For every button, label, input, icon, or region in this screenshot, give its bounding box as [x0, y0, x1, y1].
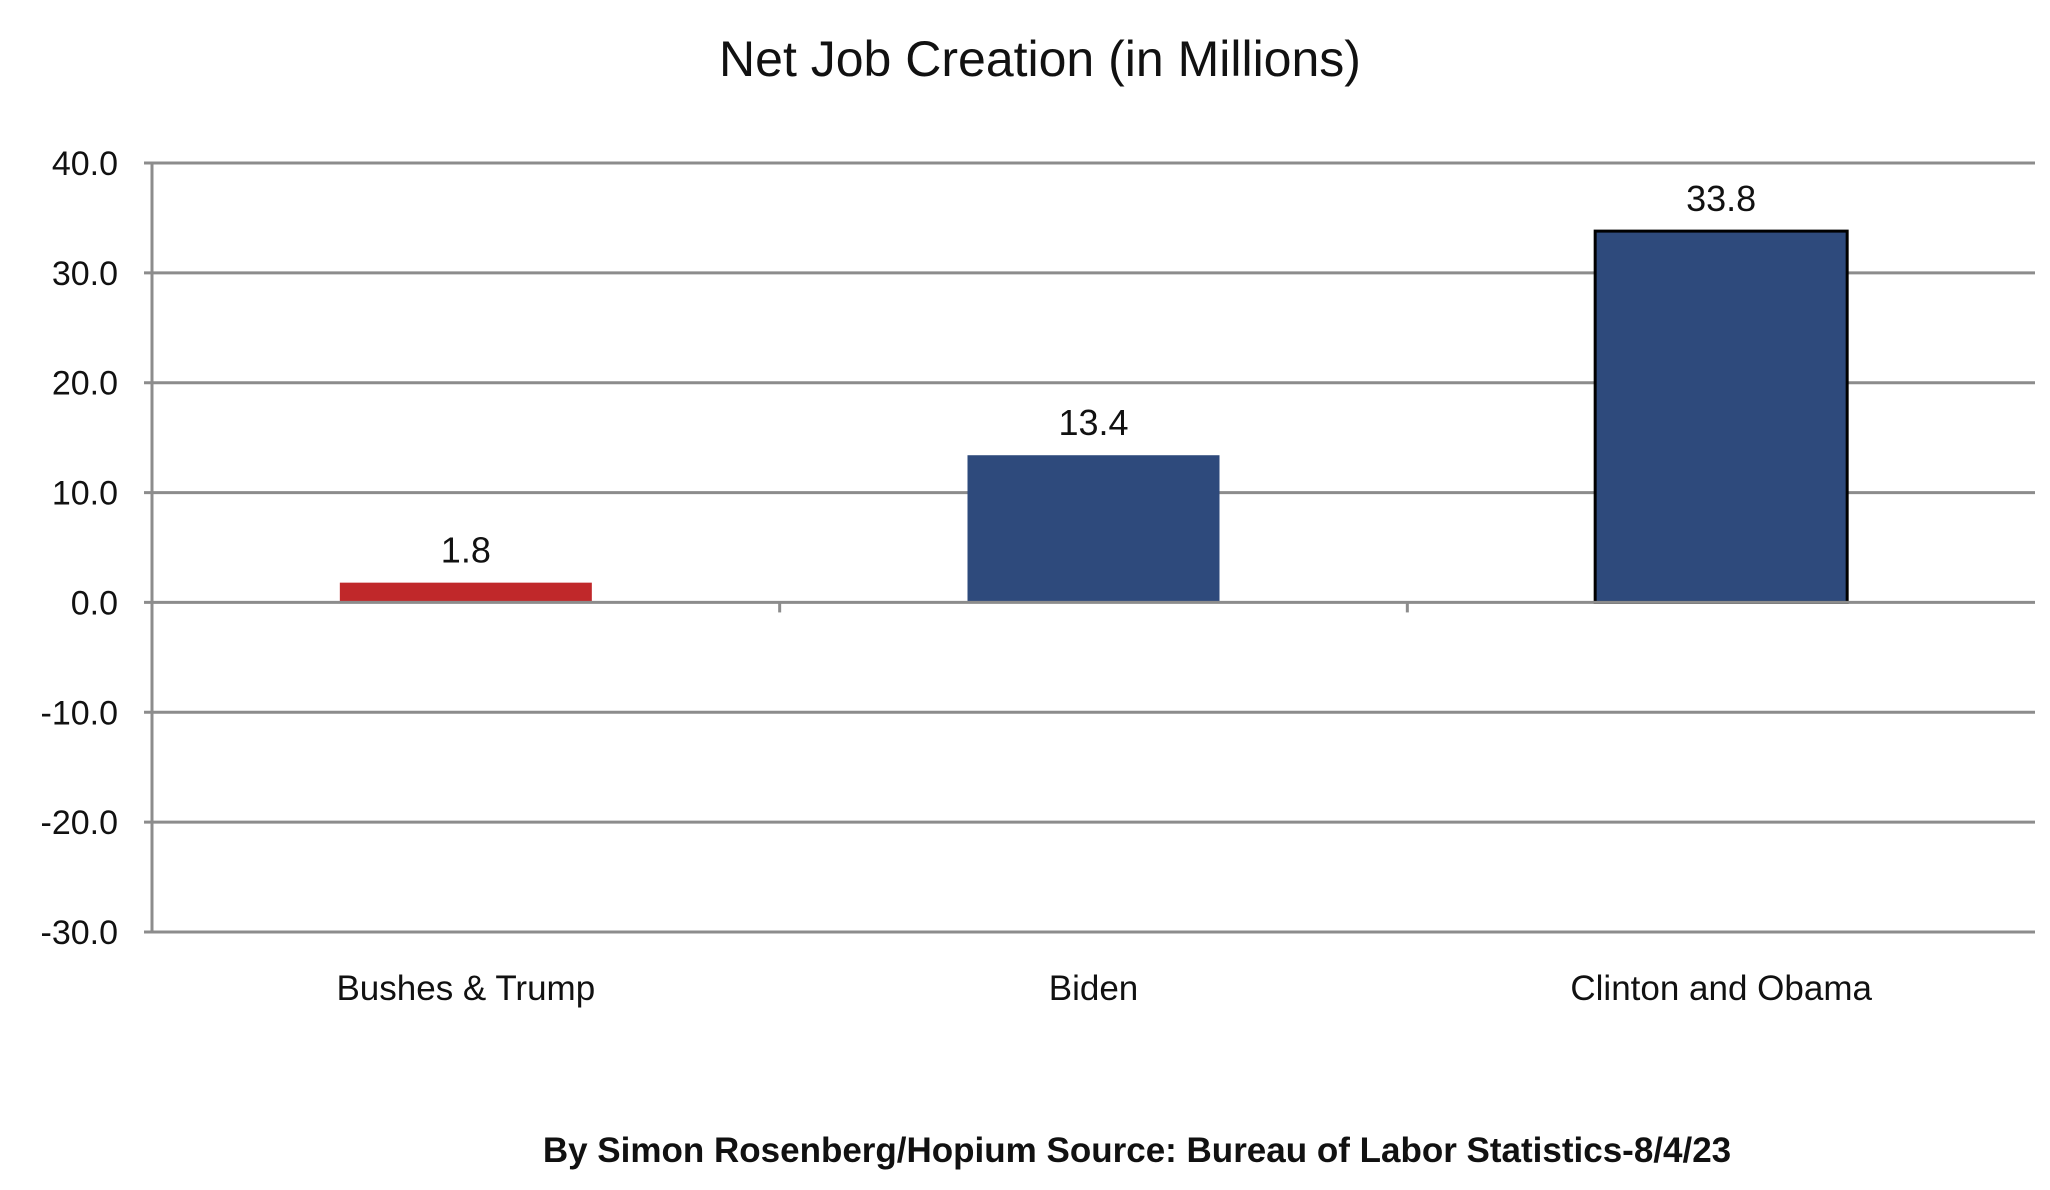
y-tick-label: -10.0 — [41, 694, 119, 732]
category-label: Clinton and Obama — [1570, 969, 1872, 1008]
bar — [967, 455, 1220, 603]
category-label: Bushes & Trump — [336, 969, 595, 1008]
bar — [339, 582, 592, 603]
y-tick-label: 10.0 — [52, 475, 118, 513]
data-label: 1.8 — [441, 530, 491, 571]
y-tick-label: -30.0 — [41, 914, 119, 952]
y-tick-label: -20.0 — [41, 804, 119, 842]
source-footer: By Simon Rosenberg/Hopium Source: Bureau… — [543, 1131, 1731, 1170]
category-label: Biden — [1049, 969, 1139, 1008]
y-tick-label: 40.0 — [52, 145, 118, 183]
y-tick-label: 30.0 — [52, 255, 118, 293]
axes — [144, 163, 2035, 932]
y-tick-label: 20.0 — [52, 365, 118, 403]
data-label: 13.4 — [1058, 402, 1128, 443]
y-tick-label: 0.0 — [71, 584, 118, 622]
gridlines — [144, 161, 2035, 934]
bar — [1593, 229, 1849, 604]
chart-title: Net Job Creation (in Millions) — [719, 31, 1361, 87]
labels: 40.0 30.0 20.0 10.0 0.0 -10.0 -20.0 -30.0 1.8 Bus… — [41, 145, 1873, 1008]
bars — [339, 229, 1849, 604]
data-label: 33.8 — [1686, 178, 1756, 219]
